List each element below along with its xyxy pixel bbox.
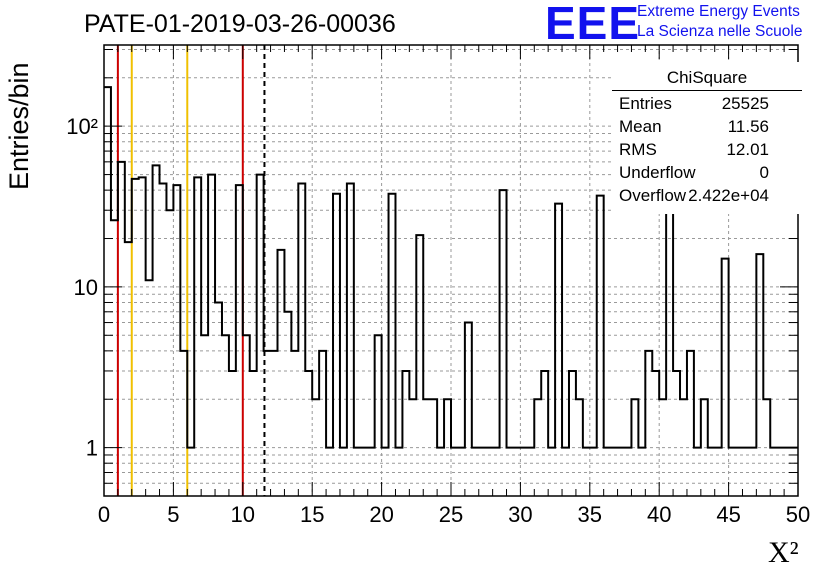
stats-value: 2.422e+04 (688, 186, 769, 205)
tick-labels: 0 5 10 15 20 25 30 35 40 45 50 1 10 10² (66, 114, 810, 527)
stats-divider (612, 90, 802, 91)
stats-row-mean: Mean 11.56 (619, 117, 769, 139)
x-tick-label: 50 (786, 502, 810, 527)
stats-row-rms: RMS 12.01 (619, 140, 769, 162)
x-tick-label: 45 (716, 502, 740, 527)
stats-value: 12.01 (726, 140, 769, 159)
x-tick-label: 0 (98, 502, 110, 527)
logo-line-1: Extreme Energy Events (637, 3, 800, 20)
y-tick-label: 10 (74, 275, 98, 300)
y-tick-label: 1 (86, 436, 98, 461)
y-axis-label: Entries/bin (4, 62, 34, 190)
stats-key: Overflow (619, 186, 687, 205)
stats-key: Entries (619, 94, 672, 113)
x-tick-label: 35 (578, 502, 602, 527)
stats-box: ChiSquare Entries 25525 Mean 11.56 RMS 1… (612, 62, 802, 214)
y-tick-label: 10² (66, 114, 98, 139)
x-tick-label: 15 (300, 502, 324, 527)
stats-row-underflow: Underflow 0 (619, 163, 769, 185)
stats-row-entries: Entries 25525 (619, 94, 769, 116)
axis-ticks (103, 45, 799, 497)
stats-value: 0 (759, 163, 769, 182)
stats-value: 25525 (721, 94, 769, 113)
x-axis-label: X² (768, 536, 799, 569)
stats-key: Mean (619, 117, 662, 136)
x-tick-label: 5 (167, 502, 179, 527)
logo-line-2: La Scienza nelle Scuole (637, 23, 803, 40)
x-tick-label: 25 (439, 502, 463, 527)
x-tick-label: 20 (369, 502, 393, 527)
x-tick-label: 40 (647, 502, 671, 527)
chart-title: PATE-01-2019-03-26-00036 (84, 10, 396, 38)
stats-key: RMS (619, 140, 657, 159)
x-tick-label: 30 (508, 502, 532, 527)
stats-row-overflow: Overflow 2.422e+04 (619, 186, 769, 208)
stats-value: 11.56 (727, 117, 769, 136)
stats-key: Underflow (619, 163, 696, 182)
stats-title: ChiSquare (666, 68, 748, 87)
eee-logo: EEE (545, 0, 641, 49)
x-tick-label: 10 (231, 502, 255, 527)
